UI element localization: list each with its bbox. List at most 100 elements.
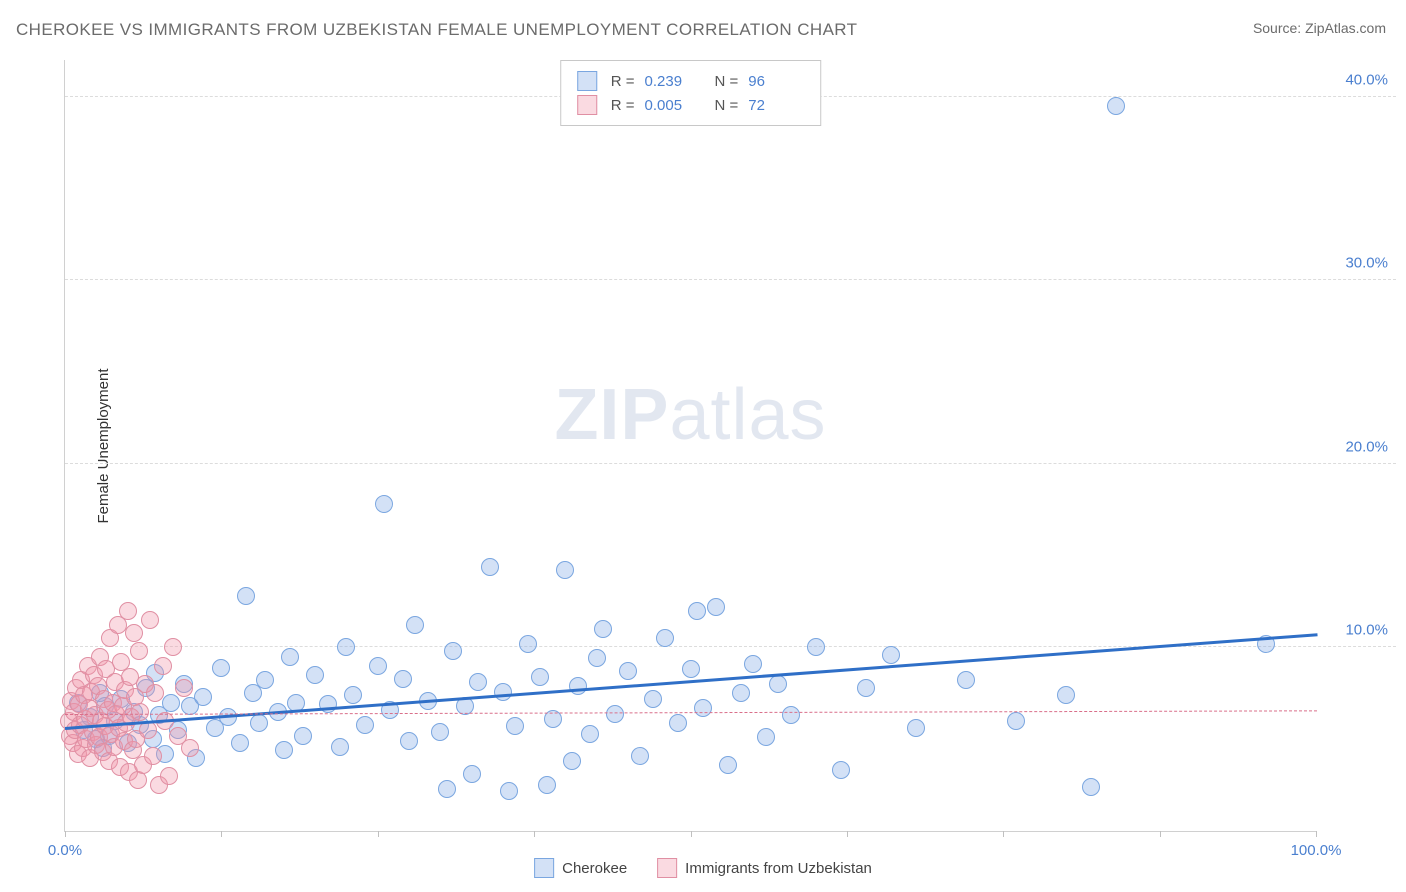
scatter-point-a — [631, 747, 649, 765]
scatter-point-a — [1007, 712, 1025, 730]
scatter-point-a — [481, 558, 499, 576]
scatter-point-a — [744, 655, 762, 673]
scatter-point-b — [141, 611, 159, 629]
n-label: N = — [715, 73, 739, 90]
source-attribution: Source: ZipAtlas.com — [1253, 20, 1386, 36]
scatter-point-a — [162, 694, 180, 712]
scatter-point-a — [769, 675, 787, 693]
x-tick — [534, 831, 535, 837]
watermark-light: atlas — [669, 375, 826, 455]
y-gridline — [65, 463, 1396, 464]
scatter-point-a — [682, 660, 700, 678]
scatter-point-a — [957, 671, 975, 689]
n-label: N = — [715, 97, 739, 114]
stats-legend-row-a: R = 0.239 N = 96 — [577, 69, 805, 93]
watermark-bold: ZIP — [554, 375, 669, 455]
scatter-point-a — [531, 668, 549, 686]
x-tick — [1160, 831, 1161, 837]
plot-region: ZIPatlas R = 0.239 N = 96 R = 0.005 N = … — [64, 60, 1316, 832]
y-gridline — [65, 279, 1396, 280]
scatter-point-b — [144, 747, 162, 765]
scatter-point-a — [782, 706, 800, 724]
scatter-point-a — [306, 666, 324, 684]
stats-legend-row-b: R = 0.005 N = 72 — [577, 93, 805, 117]
scatter-point-b — [131, 703, 149, 721]
scatter-point-a — [688, 602, 706, 620]
scatter-point-a — [581, 725, 599, 743]
series-b-n-value: 72 — [748, 97, 804, 114]
scatter-point-a — [469, 673, 487, 691]
scatter-point-a — [369, 657, 387, 675]
scatter-point-a — [656, 629, 674, 647]
y-tick-label: 20.0% — [1345, 438, 1388, 455]
scatter-point-a — [281, 648, 299, 666]
x-tick — [1003, 831, 1004, 837]
scatter-point-a — [212, 659, 230, 677]
scatter-point-b — [146, 684, 164, 702]
x-tick — [847, 831, 848, 837]
source-prefix: Source: — [1253, 20, 1305, 36]
scatter-point-a — [707, 598, 725, 616]
x-tick — [691, 831, 692, 837]
scatter-point-a — [506, 717, 524, 735]
scatter-point-a — [606, 705, 624, 723]
scatter-point-a — [519, 635, 537, 653]
legend-item-a: Cherokee — [534, 858, 627, 878]
series-legend: Cherokee Immigrants from Uzbekistan — [534, 858, 872, 878]
scatter-point-a — [588, 649, 606, 667]
scatter-point-b — [164, 638, 182, 656]
scatter-point-b — [160, 767, 178, 785]
series-a-n-value: 96 — [748, 73, 804, 90]
r-label: R = — [611, 97, 635, 114]
series-b-swatch — [657, 858, 677, 878]
scatter-point-a — [1082, 778, 1100, 796]
x-tick-label: 100.0% — [1291, 842, 1342, 859]
scatter-point-a — [732, 684, 750, 702]
series-b-label: Immigrants from Uzbekistan — [685, 860, 872, 877]
scatter-point-b — [119, 602, 137, 620]
y-tick-label: 40.0% — [1345, 71, 1388, 88]
x-tick — [378, 831, 379, 837]
series-b-swatch — [577, 95, 597, 115]
watermark: ZIPatlas — [554, 374, 826, 456]
y-tick-label: 30.0% — [1345, 255, 1388, 272]
scatter-point-a — [331, 738, 349, 756]
scatter-point-a — [907, 719, 925, 737]
scatter-point-a — [394, 670, 412, 688]
scatter-point-a — [294, 727, 312, 745]
scatter-point-a — [406, 616, 424, 634]
scatter-point-a — [1057, 686, 1075, 704]
scatter-point-b — [154, 657, 172, 675]
x-tick — [1316, 831, 1317, 837]
scatter-point-a — [231, 734, 249, 752]
scatter-point-b — [125, 624, 143, 642]
scatter-point-a — [569, 677, 587, 695]
chart-area: Female Unemployment ZIPatlas R = 0.239 N… — [16, 60, 1316, 832]
scatter-point-a — [463, 765, 481, 783]
y-tick-label: 10.0% — [1345, 622, 1388, 639]
series-a-swatch — [577, 71, 597, 91]
scatter-point-a — [857, 679, 875, 697]
scatter-point-a — [438, 780, 456, 798]
scatter-point-a — [256, 671, 274, 689]
r-label: R = — [611, 73, 635, 90]
chart-title: CHEROKEE VS IMMIGRANTS FROM UZBEKISTAN F… — [16, 20, 857, 40]
x-tick-label: 0.0% — [48, 842, 82, 859]
scatter-point-a — [431, 723, 449, 741]
scatter-point-a — [807, 638, 825, 656]
scatter-point-b — [130, 642, 148, 660]
series-b-r-value: 0.005 — [645, 97, 701, 114]
y-gridline — [65, 646, 1396, 647]
legend-item-b: Immigrants from Uzbekistan — [657, 858, 872, 878]
scatter-point-b — [175, 679, 193, 697]
scatter-point-a — [237, 587, 255, 605]
scatter-point-a — [400, 732, 418, 750]
trend-line-a — [65, 633, 1317, 730]
x-tick — [65, 831, 66, 837]
stats-legend: R = 0.239 N = 96 R = 0.005 N = 72 — [560, 60, 822, 126]
scatter-point-a — [669, 714, 687, 732]
scatter-point-a — [719, 756, 737, 774]
scatter-point-a — [594, 620, 612, 638]
scatter-point-a — [500, 782, 518, 800]
series-a-label: Cherokee — [562, 860, 627, 877]
